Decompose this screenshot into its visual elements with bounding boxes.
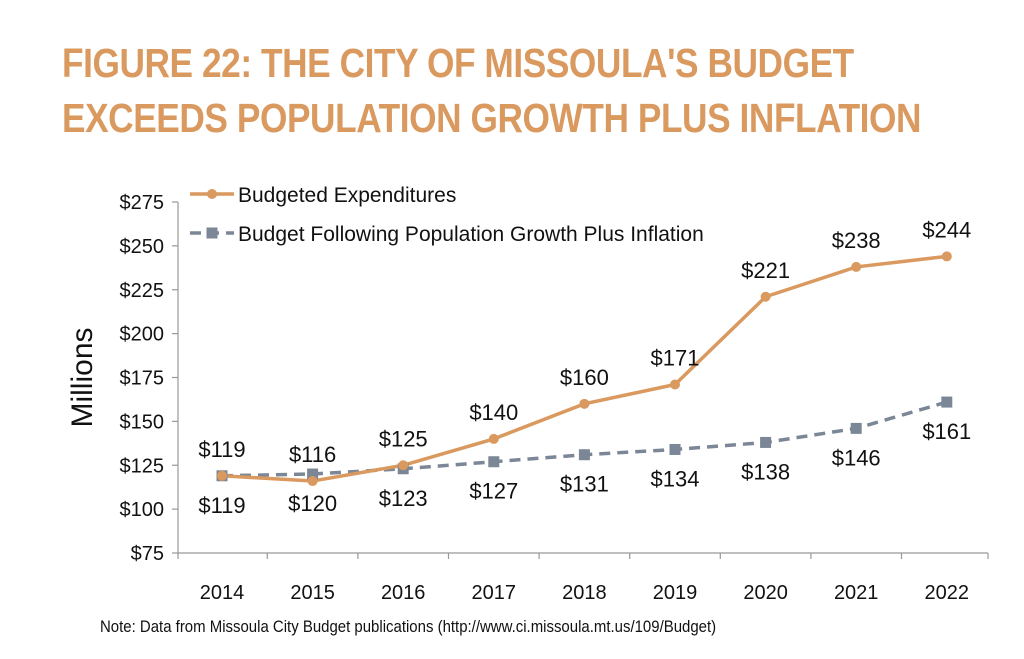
y-tick-label: $125: [120, 455, 165, 477]
y-axis-title: Millions: [66, 327, 99, 427]
budgeted-data-label: $116: [289, 442, 336, 467]
population-marker: [488, 456, 500, 468]
budgeted-data-label: $238: [832, 228, 881, 253]
x-tick-label: 2016: [381, 582, 426, 604]
legend-label-population: Budget Following Population Growth Plus …: [238, 223, 704, 246]
population-marker: [669, 443, 681, 455]
population-marker: [307, 468, 319, 480]
budgeted-marker: [760, 291, 771, 302]
y-tick-label: $250: [120, 236, 165, 258]
budgeted-marker: [488, 433, 499, 444]
source-note: Note: Data from Missoula City Budget pub…: [100, 617, 717, 636]
budgeted-data-label: $244: [922, 217, 971, 242]
budgeted-marker: [670, 379, 680, 390]
population-data-label: $134: [651, 466, 700, 491]
x-tick-label: 2018: [562, 582, 607, 604]
budgeted-data-label: $221: [741, 258, 790, 283]
x-tick-label: 2021: [834, 582, 879, 604]
budgeted-marker: [217, 470, 227, 481]
y-tick-label: $150: [120, 411, 165, 433]
budgeted-marker: [307, 476, 318, 487]
budgeted-data-label: $125: [379, 426, 428, 451]
population-marker: [850, 422, 862, 434]
y-tick-label: $75: [131, 543, 164, 565]
budgeted-data-label: $160: [560, 365, 609, 390]
x-tick-label: 2020: [743, 582, 788, 604]
x-tick-label: 2022: [925, 582, 970, 604]
population-data-label: $161: [922, 419, 971, 444]
chart-title-line-2: EXCEEDS POPULATION GROWTH PLUS INFLATION: [62, 95, 922, 141]
legend-label-budgeted: Budgeted Expenditures: [238, 184, 456, 207]
population-data-label: $120: [288, 491, 337, 516]
population-data-label: $138: [741, 459, 790, 484]
population-marker: [941, 396, 953, 408]
x-tick-label: 2015: [290, 582, 335, 604]
budgeted-marker: [579, 398, 590, 409]
population-marker: [760, 436, 772, 448]
chart-title-line-1: FIGURE 22: THE CITY OF MISSOULA'S BUDGET: [62, 40, 854, 86]
x-tick-label: 2019: [653, 582, 698, 604]
budgeted-marker: [941, 251, 952, 262]
legend-marker-population: [206, 227, 218, 239]
population-data-label: $123: [379, 486, 428, 511]
x-tick-label: 2014: [200, 582, 245, 604]
budgeted-marker: [398, 460, 409, 471]
population-data-label: $131: [560, 472, 609, 497]
budgeted-data-label: $140: [469, 400, 518, 425]
y-tick-label: $275: [120, 192, 165, 214]
y-tick-label: $175: [120, 368, 165, 390]
population-data-label: $127: [469, 479, 518, 504]
y-tick-label: $225: [120, 280, 165, 302]
population-marker: [578, 449, 590, 461]
y-tick-label: $200: [120, 324, 165, 346]
chart-title: FIGURE 22: THE CITY OF MISSOULA'S BUDGET…: [62, 36, 922, 146]
y-tick-label: $100: [120, 499, 165, 521]
budgeted-marker: [851, 261, 862, 272]
population-data-label: $119: [198, 493, 245, 518]
x-tick-label: 2017: [472, 582, 517, 604]
population-data-label: $146: [832, 445, 881, 470]
legend-marker-budgeted: [207, 189, 217, 199]
budgeted-data-label: $171: [651, 346, 700, 371]
budgeted-data-label: $119: [198, 437, 245, 462]
